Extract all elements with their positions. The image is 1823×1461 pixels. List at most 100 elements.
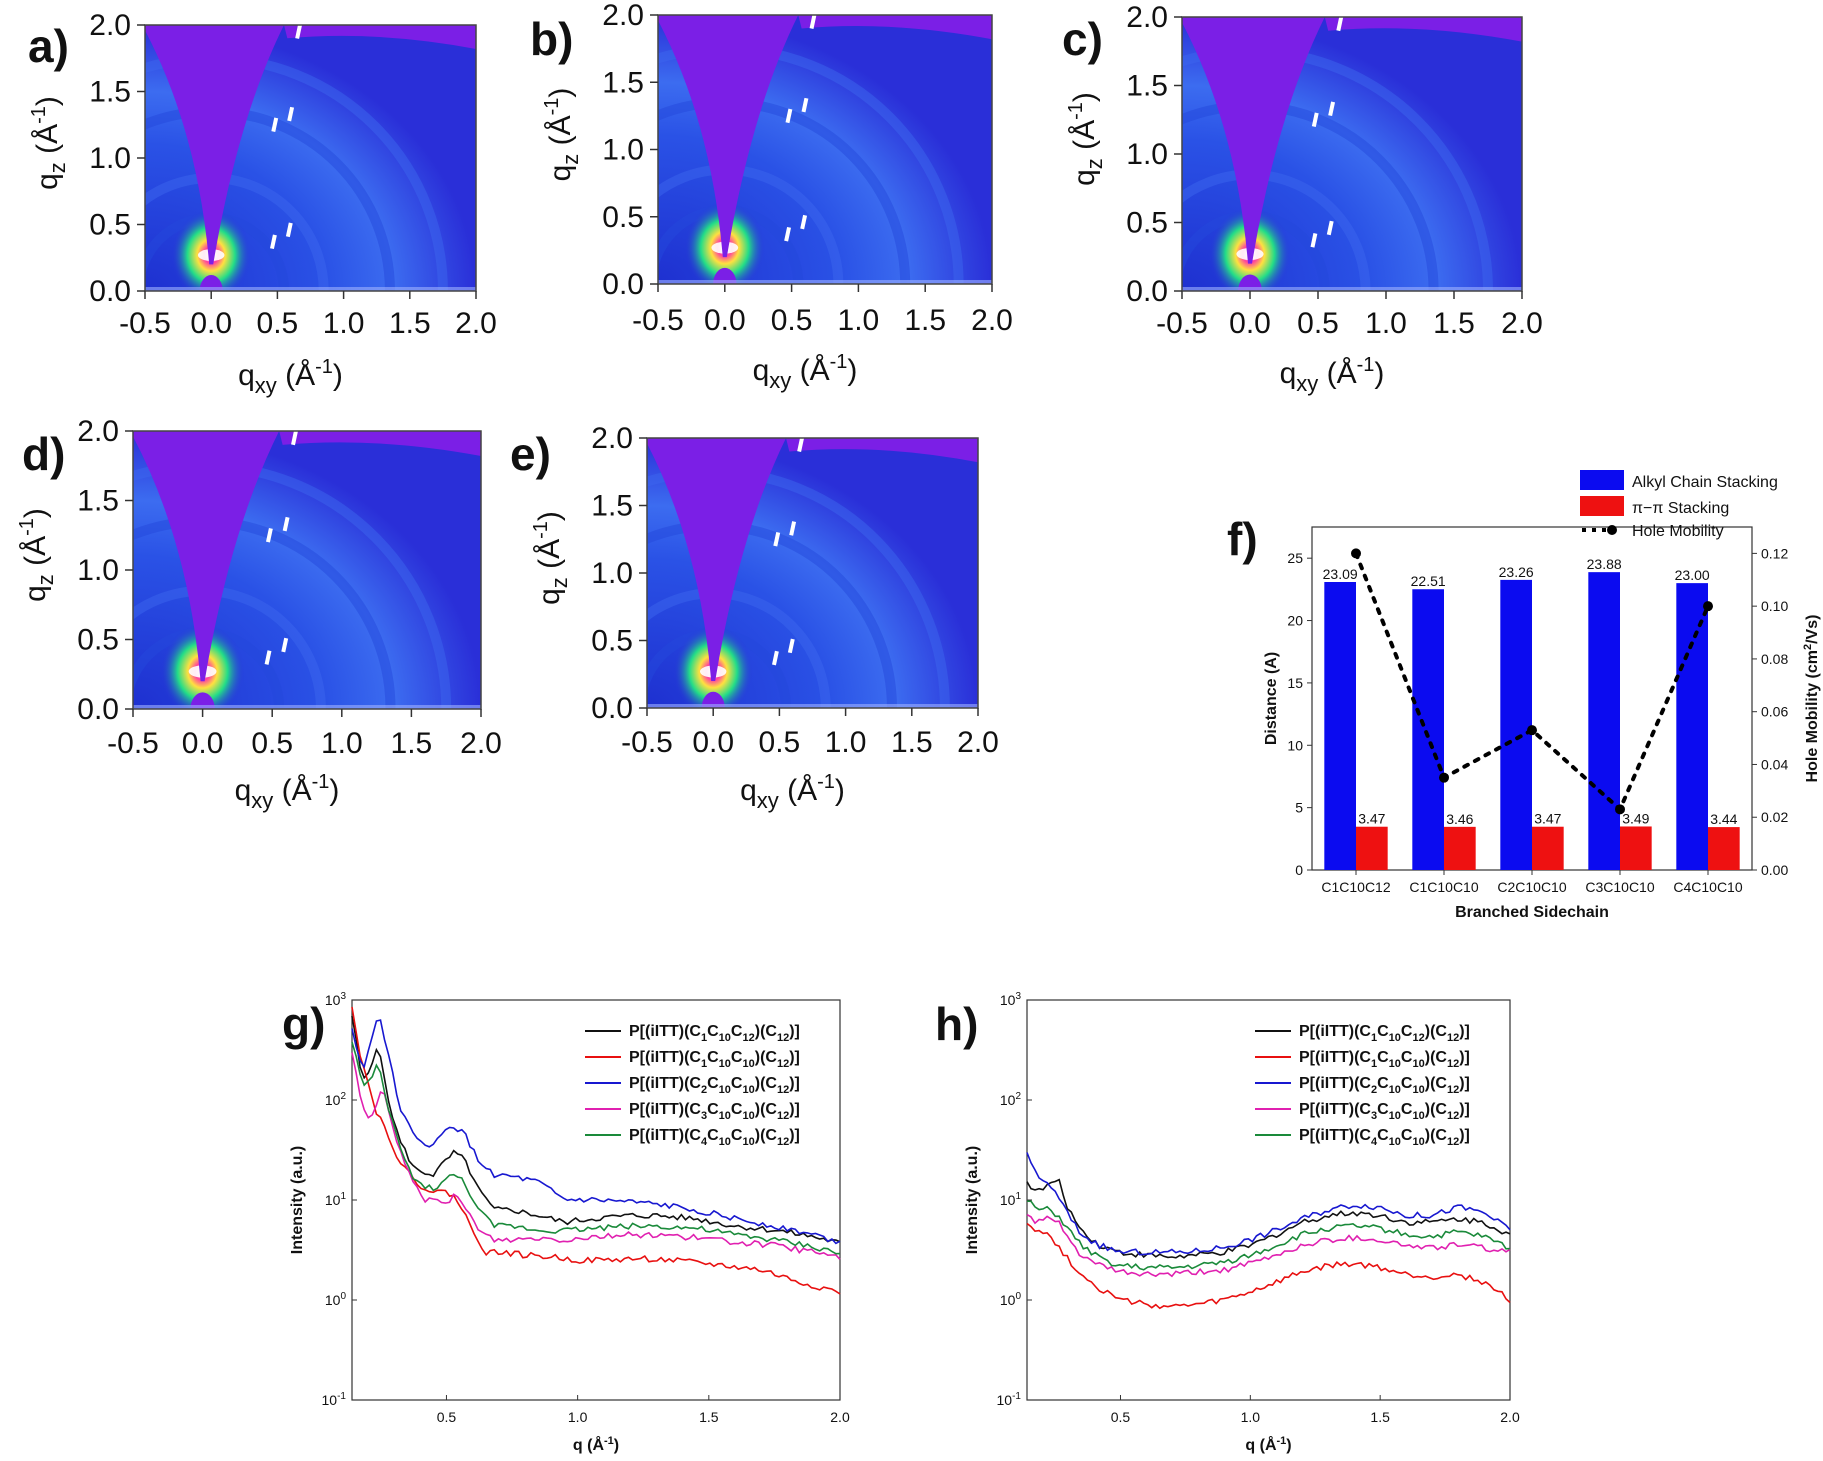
name-part: )] xyxy=(789,1075,800,1092)
y-tick-label: 1.0 xyxy=(602,134,644,167)
xlabel-exp: -1 xyxy=(817,771,835,793)
x-tick-label: 2.0 xyxy=(455,307,497,340)
name-part: )(C xyxy=(1425,1101,1448,1118)
bar-pi xyxy=(1444,826,1476,870)
name-part: C xyxy=(707,1127,719,1144)
name-part: C xyxy=(731,1049,743,1066)
name-sub: 10 xyxy=(742,1110,754,1122)
peak-marker xyxy=(271,117,279,133)
name-part: )(C xyxy=(755,1075,778,1092)
y2-tick-label: 0.02 xyxy=(1761,809,1788,825)
name-sub: 12 xyxy=(1447,1032,1459,1044)
y2-axis-label: Hole Mobility (cm2/Vs) xyxy=(1802,615,1821,783)
bar-chart-panel: f) 23.09 3.47 C1C10C12 22.51 3.46 C1C10C10 23.2… xyxy=(1227,470,1821,921)
xlabel-main: q xyxy=(740,774,757,807)
giwaxs-panel-1: b)-0.5 0.0 0.5 1.0 1.5 2.00.00.51.01.52.0qxy … xyxy=(530,0,1013,393)
panel-label: d) xyxy=(22,428,65,480)
y-tick-label: 0.0 xyxy=(89,275,131,308)
beam-mask xyxy=(1182,17,1325,264)
peak-marker xyxy=(809,15,817,29)
peak-marker xyxy=(1328,101,1336,117)
xlabel-main: q xyxy=(753,354,770,387)
x-tick-label: 0.5 xyxy=(1111,1409,1131,1425)
x-tick-label: 2.0 xyxy=(957,726,999,759)
x-axis-label: Branched Sidechain xyxy=(1455,904,1609,921)
panel-label: c) xyxy=(1062,13,1103,65)
y-tick-label: 2.0 xyxy=(77,415,119,448)
x-axis-label: qxy (Å-1) xyxy=(238,356,343,398)
name-part: C xyxy=(707,1075,719,1092)
space xyxy=(19,566,52,574)
space xyxy=(533,569,566,577)
series-line-3 xyxy=(1026,1213,1511,1278)
ylabel-sub: z xyxy=(547,577,572,588)
xlabel-close: ) xyxy=(333,359,343,392)
x-tick-label: 1.5 xyxy=(891,726,933,759)
tick-exp: -1 xyxy=(337,1391,346,1402)
name-part: )(C xyxy=(755,1023,778,1040)
series-line-1 xyxy=(351,1006,841,1295)
y-tick-label: 102 xyxy=(1000,1091,1022,1108)
y-tick-label: 1.5 xyxy=(1126,70,1168,103)
xlabel-main: q xyxy=(1280,357,1297,390)
x-tick-label: 0.5 xyxy=(251,727,293,760)
legend-marker-mobility xyxy=(1607,525,1617,535)
xlabel-unit: (Å xyxy=(787,774,817,807)
name-sub: 10 xyxy=(719,1084,731,1096)
y-tick-label: 1.0 xyxy=(591,557,633,590)
panel-label: b) xyxy=(530,13,573,65)
y-tick-label: 103 xyxy=(325,991,347,1008)
giwaxs-panel-4: e)-0.5 0.0 0.5 1.0 1.5 2.00.00.51.01.52.0qxy … xyxy=(510,422,999,813)
panel-label: e) xyxy=(510,428,551,480)
x-tick-label: 2.0 xyxy=(1501,307,1543,340)
name-part: P[(iITT)(C xyxy=(629,1075,701,1092)
xlabel-main: q xyxy=(573,1437,587,1454)
xlabel-main: q xyxy=(235,774,252,807)
name-sub: 12 xyxy=(777,1032,789,1044)
y-axis-label: qz (Å-1) xyxy=(541,88,583,182)
x-tick-label: 0.0 xyxy=(692,726,734,759)
name-part: P[(iITT)(C xyxy=(629,1101,701,1118)
name-sub: 4 xyxy=(701,1136,708,1148)
beamstop xyxy=(1238,274,1262,291)
tick-base: 10 xyxy=(325,1292,341,1308)
ylabel-main: q xyxy=(19,585,52,602)
name-sub: 12 xyxy=(1447,1136,1459,1148)
legend-label-2: P[(iITT)(C2C10C10)(C12)] xyxy=(1299,1075,1470,1096)
xlabel-main: q xyxy=(238,359,255,392)
legend-label-alkyl: Alkyl Chain Stacking xyxy=(1632,474,1778,491)
bar-alkyl xyxy=(1412,589,1444,870)
x-axis-label: qxy (Å-1) xyxy=(753,351,858,393)
xlabel-exp: -1 xyxy=(1277,1435,1287,1447)
tick-base: 10 xyxy=(325,1092,341,1108)
peak-marker xyxy=(270,234,277,250)
xlabel-close: ) xyxy=(1286,1437,1291,1454)
peak-marker xyxy=(784,226,792,242)
name-part: )] xyxy=(1459,1101,1470,1118)
x-tick-label: -0.5 xyxy=(632,304,684,337)
ylabel-close: ) xyxy=(544,88,577,98)
peak-marker xyxy=(291,431,298,446)
legend-label-3: P[(iITT)(C3C10C10)(C12)] xyxy=(629,1101,800,1122)
name-part: )(C xyxy=(755,1101,778,1118)
x-tick-label: C1C10C10 xyxy=(1409,879,1478,895)
tick-exp: 3 xyxy=(1015,991,1021,1002)
data-label-pi: 3.46 xyxy=(1446,811,1473,827)
x-tick-label: 0.0 xyxy=(182,727,224,760)
name-part: C xyxy=(1401,1049,1413,1066)
name-sub: 1 xyxy=(1371,1058,1377,1070)
peak-marker xyxy=(281,637,289,653)
y-tick-label: 2.0 xyxy=(89,9,131,42)
y-tick-label: 0.5 xyxy=(591,625,633,658)
giwaxs-panel-3: d)-0.5 0.0 0.5 1.0 1.5 2.00.00.51.01.52.0qxy … xyxy=(16,415,502,813)
ylabel-close: ) xyxy=(19,508,52,518)
x-tick-label: -0.5 xyxy=(1156,307,1208,340)
name-sub: 12 xyxy=(1447,1084,1459,1096)
name-part: C xyxy=(1401,1101,1413,1118)
name-part: )] xyxy=(789,1049,800,1066)
xlabel-sub: xy xyxy=(251,788,273,813)
name-part: )(C xyxy=(755,1049,778,1066)
ylabel-unit: (Å xyxy=(533,539,566,569)
